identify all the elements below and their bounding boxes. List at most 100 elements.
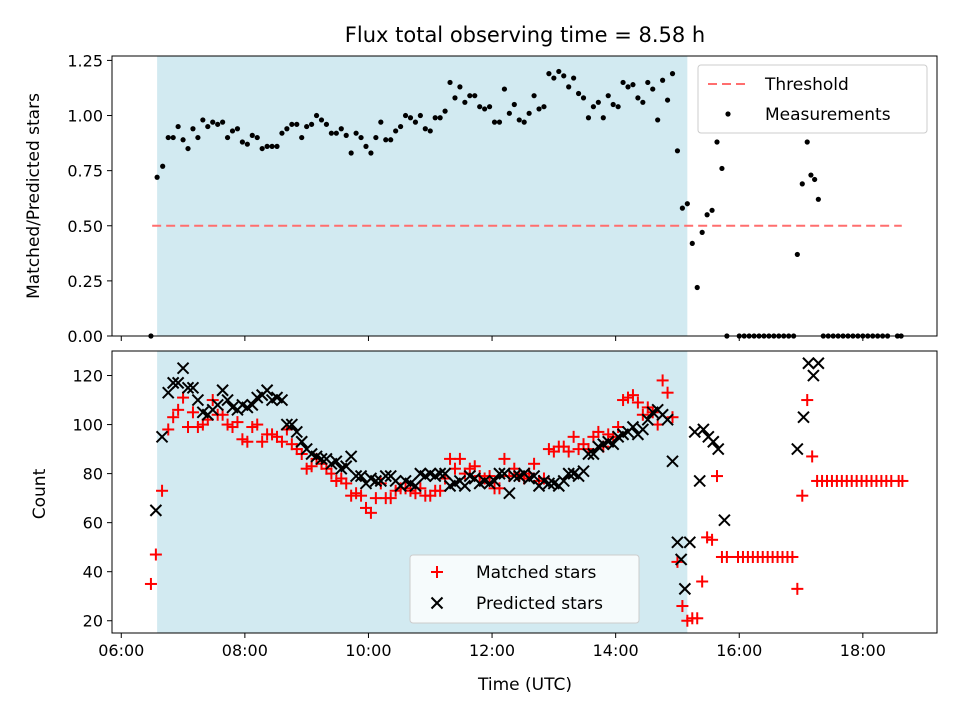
- matched-star-point: [144, 577, 157, 590]
- measurement-point: [546, 71, 552, 77]
- legend-measurements-label: Measurements: [765, 105, 891, 125]
- predicted-star-point: [542, 477, 556, 490]
- measurement-point: [496, 119, 503, 125]
- measurement-point: [709, 207, 715, 213]
- matched-star-point: [661, 386, 674, 399]
- predicted-star-point: [636, 423, 650, 436]
- measurement-point: [195, 134, 201, 141]
- measurement-point: [531, 93, 537, 99]
- measurement-point: [595, 99, 601, 105]
- predicted-star-point: [678, 582, 692, 596]
- legend-predicted-label: Predicted stars: [476, 594, 603, 614]
- predicted-star-point: [802, 357, 815, 370]
- top-axes-frame: [111, 55, 938, 337]
- measurement-point: [313, 112, 320, 119]
- predicted-star-point: [641, 413, 654, 426]
- predicted-star-point: [587, 447, 600, 461]
- measurement-point: [397, 123, 404, 130]
- matched-star-point: [711, 470, 723, 483]
- matched-star-point: [156, 484, 169, 497]
- matched-star-point: [149, 548, 162, 561]
- measurement-point: [264, 143, 270, 149]
- legend-matched-label: Matched stars: [476, 563, 596, 583]
- predicted-star-point: [349, 469, 363, 483]
- predicted-star-point: [171, 376, 185, 390]
- measurement-point: [566, 84, 572, 90]
- measurement-point: [571, 75, 577, 81]
- measurement-point: [664, 97, 671, 103]
- y-tick-label: 100: [72, 416, 103, 435]
- measurement-point: [338, 126, 344, 132]
- measurement-point: [249, 132, 255, 138]
- matched-star-point: [720, 550, 733, 563]
- matched-star-point: [384, 492, 397, 505]
- measurement-point: [684, 201, 690, 207]
- measurement-point: [368, 150, 374, 156]
- matched-star-point: [656, 374, 669, 387]
- measurement-point: [605, 93, 611, 99]
- matched-star-point: [631, 396, 644, 409]
- measurement-point: [437, 115, 443, 121]
- measurement-point: [383, 137, 389, 143]
- measurement-point: [516, 117, 522, 123]
- measurement-point: [808, 172, 814, 178]
- measurement-point: [645, 79, 651, 86]
- predicted-star-point: [718, 513, 731, 527]
- bottom-y-axis-label: Count: [30, 468, 50, 519]
- matched-star-point: [706, 533, 719, 546]
- matched-star-point: [696, 575, 709, 588]
- predicted-star-point: [433, 467, 447, 480]
- measurement-point: [274, 143, 280, 149]
- measurement-point: [215, 121, 221, 127]
- measurement-point: [482, 106, 488, 112]
- matched-star-point: [241, 435, 254, 448]
- measurement-point: [674, 148, 681, 154]
- matched-star-point: [791, 582, 804, 595]
- predicted-star-point: [791, 442, 804, 456]
- measurement-point: [551, 75, 557, 81]
- matched-star-point: [355, 489, 368, 502]
- predicted-star-point: [503, 487, 516, 500]
- measurement-point: [323, 121, 330, 127]
- measurement-point: [669, 71, 676, 77]
- x-tick-label: 14:00: [593, 641, 639, 660]
- measurement-point: [180, 137, 186, 143]
- predicted-star-point: [275, 393, 289, 407]
- measurement-point: [536, 106, 542, 112]
- matched-star-point: [592, 425, 605, 438]
- measurement-point: [689, 240, 695, 247]
- measurement-point: [679, 205, 685, 211]
- measurement-point: [714, 139, 720, 145]
- x-tick-label: 12:00: [469, 641, 515, 660]
- measurement-point: [699, 229, 705, 235]
- predicted-star-point: [674, 553, 688, 566]
- legend-threshold-label: Threshold: [764, 75, 849, 95]
- x-tick-label: 18:00: [840, 641, 886, 660]
- matched-star-point: [231, 416, 244, 429]
- chart-title: Flux total observing time = 8.58 h: [345, 23, 705, 47]
- x-axis-label: Time (UTC): [477, 675, 572, 695]
- predicted-star-point: [606, 437, 620, 451]
- predicted-star-point: [166, 376, 180, 390]
- predicted-star-point: [527, 469, 541, 483]
- measurement-point: [452, 95, 458, 101]
- y-tick-label: 120: [72, 367, 103, 386]
- measurement-point: [610, 101, 616, 108]
- measurement-point: [200, 117, 206, 123]
- y-tick-label: 1.00: [67, 107, 103, 126]
- top-legend-box: [697, 64, 928, 134]
- matched-star-point: [666, 411, 679, 424]
- bottom-x-ticks: 06:00 08:00 10:00 12:00 14:00 16:00 18:00: [98, 633, 886, 660]
- predicted-star-point: [693, 474, 706, 488]
- x-tick-label: 08:00: [222, 641, 268, 660]
- measurement-point: [640, 99, 646, 105]
- predicted-star-point: [797, 411, 810, 424]
- predicted-star-point: [216, 384, 229, 397]
- measurement-point: [556, 68, 562, 75]
- measurement-point: [580, 95, 587, 101]
- measurement-point: [185, 145, 191, 152]
- predicted-star-point: [295, 435, 308, 448]
- predicted-star-point: [712, 442, 725, 456]
- measurement-point: [590, 104, 597, 110]
- measurement-point: [378, 119, 384, 125]
